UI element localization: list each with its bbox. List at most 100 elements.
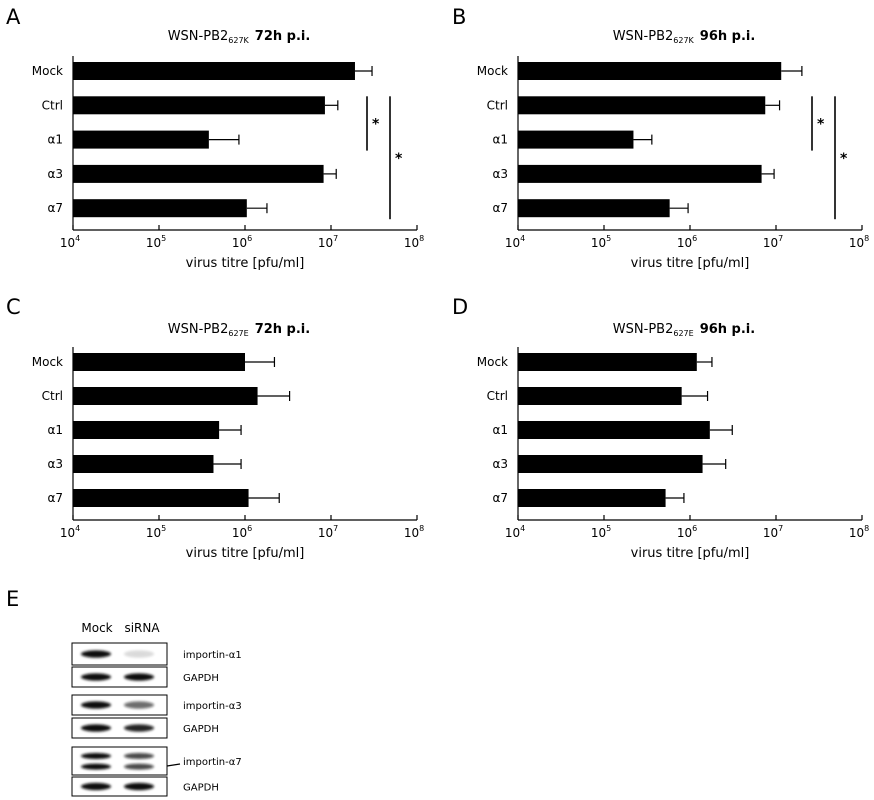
title-time: 96h p.i. bbox=[700, 322, 756, 337]
tick-exponent: 5 bbox=[606, 524, 611, 533]
title-subscript: 627E bbox=[673, 329, 693, 338]
protein-band bbox=[124, 763, 154, 770]
x-tick-label: 107 bbox=[318, 234, 338, 250]
bar bbox=[518, 353, 697, 371]
tick-exponent: 4 bbox=[75, 524, 80, 533]
category-label: α1 bbox=[492, 423, 508, 437]
category-label: α3 bbox=[47, 457, 63, 471]
x-tick-label: 105 bbox=[591, 524, 611, 540]
significance-label: * bbox=[840, 151, 848, 167]
x-axis-label: virus titre [pfu/ml] bbox=[631, 256, 750, 271]
category-label: α1 bbox=[47, 423, 63, 437]
category-label: Ctrl bbox=[487, 389, 508, 403]
tick-base: 10 bbox=[763, 236, 778, 250]
protein-band bbox=[81, 763, 111, 770]
blot-box bbox=[71, 666, 168, 688]
tick-base: 10 bbox=[849, 526, 864, 540]
blot-row: GAPDH bbox=[71, 717, 219, 739]
x-tick-label: 108 bbox=[849, 524, 869, 540]
protein-band bbox=[81, 650, 111, 658]
tick-exponent: 7 bbox=[778, 524, 783, 533]
panel-letter: C bbox=[6, 295, 21, 319]
blot-row-label: GAPDH bbox=[183, 673, 219, 684]
blot-row: importin-α1 bbox=[71, 642, 242, 666]
bar bbox=[518, 96, 766, 115]
tick-exponent: 6 bbox=[692, 234, 697, 243]
title-time: 72h p.i. bbox=[255, 29, 311, 44]
protein-band bbox=[124, 752, 154, 759]
tick-exponent: 4 bbox=[520, 234, 525, 243]
tick-exponent: 8 bbox=[864, 234, 869, 243]
x-tick-label: 104 bbox=[505, 524, 525, 540]
x-tick-label: 107 bbox=[318, 524, 338, 540]
blot-box bbox=[71, 717, 168, 739]
tick-base: 10 bbox=[232, 526, 247, 540]
category-label: Mock bbox=[32, 355, 63, 369]
tick-base: 10 bbox=[404, 526, 419, 540]
x-tick-label: 107 bbox=[763, 524, 783, 540]
significance-label: * bbox=[372, 116, 380, 132]
category-label: α3 bbox=[492, 167, 508, 181]
tick-exponent: 6 bbox=[692, 524, 697, 533]
category-label: α7 bbox=[492, 201, 508, 215]
tick-base: 10 bbox=[60, 236, 75, 250]
tick-exponent: 6 bbox=[247, 524, 252, 533]
category-label: Ctrl bbox=[42, 389, 63, 403]
tick-base: 10 bbox=[849, 236, 864, 250]
bar bbox=[518, 489, 666, 507]
tick-exponent: 8 bbox=[419, 234, 424, 243]
x-tick-label: 105 bbox=[146, 524, 166, 540]
bar bbox=[73, 455, 214, 473]
category-label: α1 bbox=[47, 133, 63, 147]
blot-column-label: siRNA bbox=[124, 621, 160, 635]
blot-column-label: Mock bbox=[81, 621, 112, 635]
tick-exponent: 7 bbox=[333, 234, 338, 243]
title-subscript: 627K bbox=[673, 36, 694, 45]
bar bbox=[73, 62, 355, 80]
category-label: Ctrl bbox=[42, 98, 63, 112]
protein-band bbox=[124, 701, 154, 709]
chart-title: WSN-PB2627K 96h p.i. bbox=[613, 29, 756, 45]
blot-row: importin-α3 bbox=[71, 694, 242, 716]
chart-title: WSN-PB2627E 96h p.i. bbox=[613, 322, 755, 338]
panel-letter: E bbox=[6, 587, 19, 611]
protein-band bbox=[81, 673, 111, 681]
bar bbox=[518, 199, 670, 218]
chart-title: WSN-PB2627K 72h p.i. bbox=[168, 29, 311, 45]
x-tick-label: 105 bbox=[591, 234, 611, 250]
protein-band bbox=[124, 650, 154, 658]
x-tick-label: 108 bbox=[404, 524, 424, 540]
bar bbox=[518, 421, 710, 439]
tick-exponent: 7 bbox=[778, 234, 783, 243]
x-tick-label: 106 bbox=[232, 234, 252, 250]
category-label: Mock bbox=[32, 64, 63, 78]
tick-base: 10 bbox=[763, 526, 778, 540]
tick-base: 10 bbox=[677, 526, 692, 540]
blot-row-label: GAPDH bbox=[183, 724, 219, 735]
blot-row-label: importin-α3 bbox=[183, 701, 242, 712]
bar bbox=[73, 164, 324, 183]
blot-row: GAPDH bbox=[71, 776, 219, 797]
category-label: α7 bbox=[47, 491, 63, 505]
blot-box bbox=[71, 642, 168, 666]
x-tick-label: 108 bbox=[404, 234, 424, 250]
bar bbox=[73, 130, 209, 149]
category-label: Mock bbox=[477, 64, 508, 78]
tick-exponent: 5 bbox=[606, 234, 611, 243]
x-axis-label: virus titre [pfu/ml] bbox=[186, 546, 305, 561]
bar bbox=[73, 199, 247, 218]
category-label: α7 bbox=[492, 491, 508, 505]
tick-exponent: 8 bbox=[864, 524, 869, 533]
protein-band bbox=[81, 724, 111, 732]
tick-exponent: 7 bbox=[333, 524, 338, 533]
tick-base: 10 bbox=[505, 526, 520, 540]
bar bbox=[73, 489, 249, 507]
x-tick-label: 104 bbox=[60, 234, 80, 250]
bar bbox=[73, 387, 258, 405]
tick-base: 10 bbox=[146, 526, 161, 540]
category-label: α1 bbox=[492, 133, 508, 147]
tick-exponent: 4 bbox=[75, 234, 80, 243]
tick-exponent: 6 bbox=[247, 234, 252, 243]
